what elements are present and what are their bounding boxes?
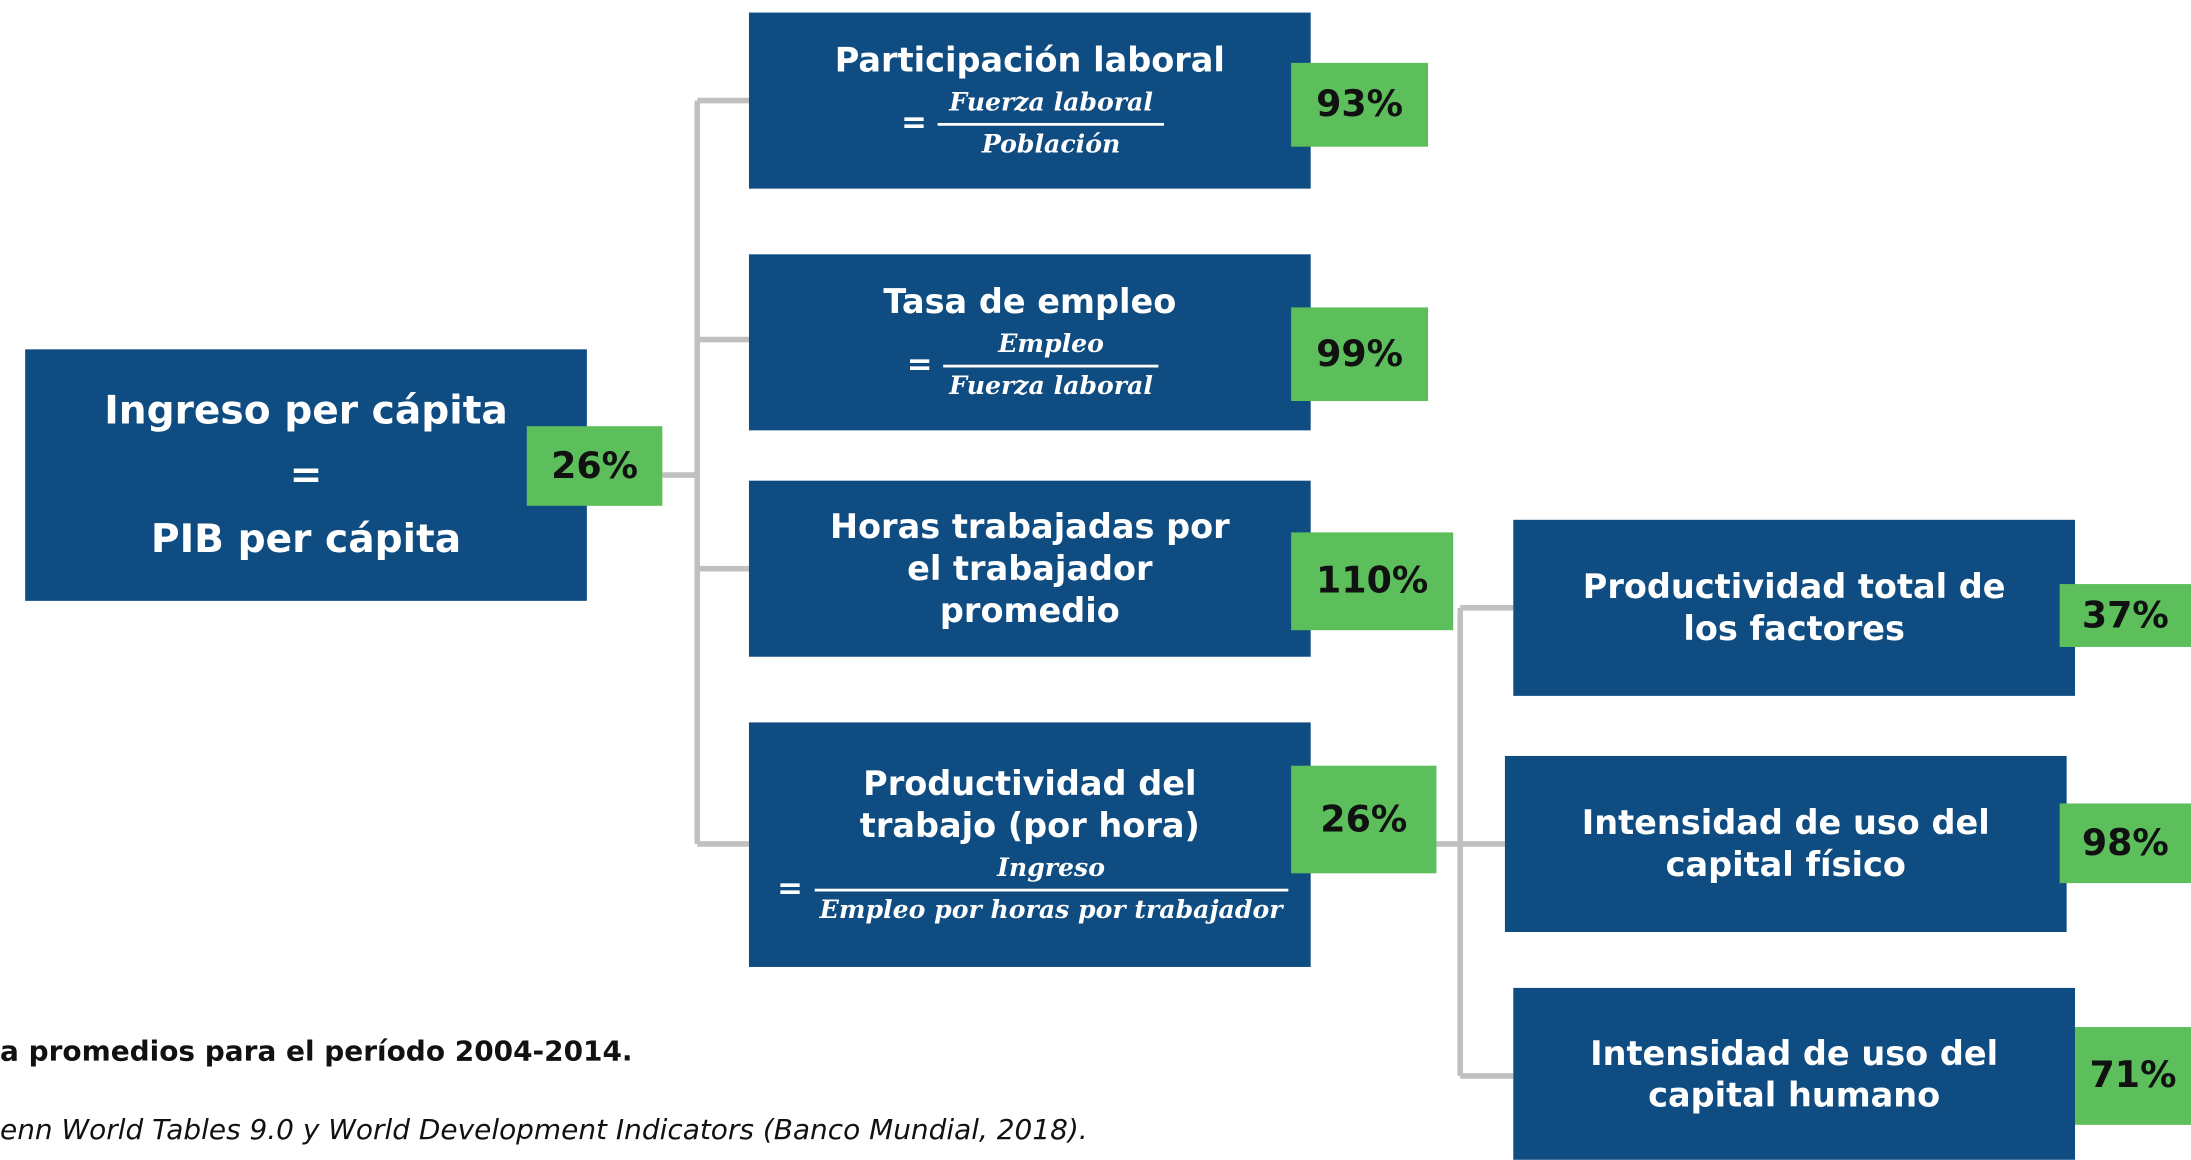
numerator: Empleo [943,328,1159,368]
root-line: = [289,451,323,498]
denominator: Fuerza laboral [949,371,1153,402]
badge: 98% [2059,803,2191,884]
node-box: Participación laboral = Fuerza laboral Pob… [748,12,1311,189]
footnote: enn World Tables 9.0 y World Development… [0,1112,1088,1146]
root-box: Ingreso per cápita = PIB per cápita [25,349,587,601]
node-title: Horas trabajadas por el trabajador prome… [829,507,1230,631]
footnote: a promedios para el período 2004-2014. [0,1034,633,1068]
badge: 99% [1291,307,1429,402]
node-box: Productividad total de los factores [1513,519,2076,696]
root-line: PIB per cápita [150,515,462,562]
fraction: = Empleo Fuerza laboral [907,328,1159,403]
connector [662,97,749,847]
node-box: Productividad del trabajo (por hora) = In… [748,722,1311,967]
badge: 93% [1291,62,1429,147]
badge: 26% [1291,765,1437,874]
node-box: Horas trabajadas por el trabajador prome… [748,480,1311,657]
badge: 37% [2059,584,2191,647]
numerator: Fuerza laboral [938,87,1165,126]
badge: 71% [2075,1027,2191,1125]
fraction: = Fuerza laboral Población [901,87,1165,162]
badge: 26% [526,426,663,506]
denominator: Población [981,129,1121,160]
node-title: Intensidad de uso del capital humano [1590,1033,1999,1115]
node-title: Tasa de empleo [883,282,1177,322]
badge: 110% [1291,532,1454,631]
fraction: = Ingreso Empleo por horas por trabajador [777,852,1289,927]
node-title: Productividad total de los factores [1582,567,2006,649]
node-title: Intensidad de uso del capital físico [1581,803,1990,885]
denominator: Empleo por horas por trabajador [819,894,1283,925]
node-box: Intensidad de uso del capital físico [1504,755,2067,933]
connector [1436,605,1514,1079]
numerator: Ingreso [814,852,1289,891]
node-box: Tasa de empleo = Empleo Fuerza laboral [748,254,1311,431]
node-title: Productividad del trabajo (por hora) [859,763,1200,845]
node-box: Intensidad de uso del capital humano [1513,987,2076,1160]
root-line: Ingreso per cápita [104,387,508,434]
node-title: Participación laboral [834,40,1225,80]
